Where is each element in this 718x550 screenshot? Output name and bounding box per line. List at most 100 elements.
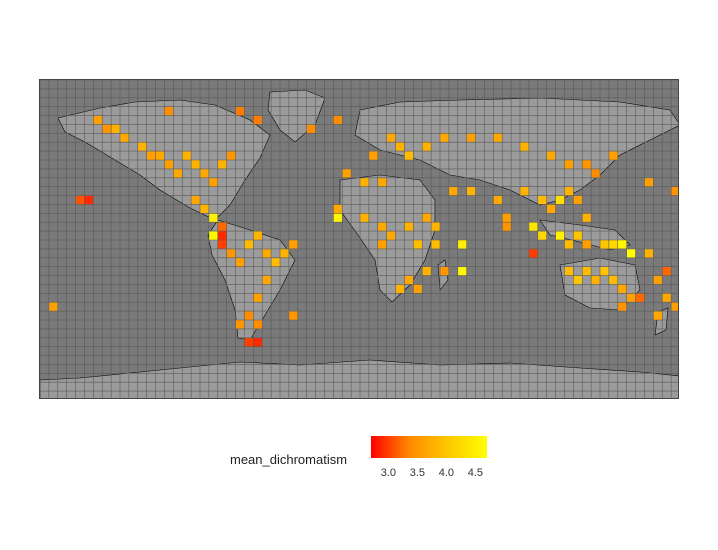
grid-cell [120, 133, 129, 143]
grid-cell [520, 142, 529, 152]
grid-layer [40, 80, 678, 398]
grid-cell [555, 195, 565, 205]
world-map-svg [40, 80, 678, 398]
grid-cell [377, 222, 387, 232]
grid-cell [271, 257, 280, 267]
grid-cell [608, 240, 618, 249]
grid-cell [466, 186, 476, 196]
grid-cell [431, 222, 440, 232]
grid-cell [253, 293, 263, 303]
legend-tick-mark [446, 458, 448, 462]
grid-cell [208, 231, 218, 240]
grid-cell [217, 160, 227, 169]
grid-cell [662, 266, 672, 276]
grid-cell [653, 311, 663, 320]
grid-cell [253, 337, 263, 347]
grid-cell [342, 168, 352, 178]
grid-cell [146, 151, 156, 160]
grid-cell [520, 186, 529, 196]
grid-cell [582, 240, 592, 249]
grid-cell [404, 151, 414, 160]
grid-cell [617, 302, 627, 312]
legend-colorbar [371, 436, 487, 458]
grid-cell [440, 266, 449, 276]
grid-cell [235, 106, 245, 116]
grid-cell [457, 266, 467, 276]
grid-cell [93, 115, 103, 125]
grid-cell [608, 151, 618, 160]
grid-cell [466, 133, 476, 143]
grid-cell [653, 275, 663, 285]
legend-tick-label: 3.5 [409, 467, 426, 479]
grid-cell [591, 275, 600, 285]
legend-title: mean_dichromatism [230, 452, 348, 467]
grid-cell [253, 320, 263, 329]
grid-cell [280, 248, 289, 258]
grid-cell [626, 293, 636, 303]
antarctica-landmass [40, 359, 678, 398]
grid-cell [333, 213, 343, 223]
grid-cell [253, 115, 263, 125]
grid-cell [493, 195, 503, 205]
grid-cell [404, 222, 414, 232]
grid-cell [440, 133, 449, 143]
grid-cell [244, 240, 254, 249]
legend-tick-label: 4.0 [438, 467, 455, 479]
grid-cell [235, 257, 245, 267]
grid-cell [262, 275, 272, 285]
grid-cell [102, 124, 112, 134]
grid-cell [600, 266, 609, 276]
grid-cell [235, 320, 245, 329]
grid-cell [582, 213, 592, 223]
grid-cell [591, 168, 600, 178]
grid-cell [582, 266, 592, 276]
grid-cell [555, 231, 565, 240]
grid-cell [84, 195, 94, 205]
grid-cell [573, 195, 583, 205]
world-map-panel [39, 79, 679, 399]
grid-cell [573, 231, 583, 240]
grid-cell [360, 177, 369, 187]
grid-cell [191, 160, 200, 169]
grid-cell [288, 311, 298, 320]
grid-cell [644, 177, 654, 187]
grid-cell [404, 275, 414, 285]
grid-cell [377, 177, 387, 187]
grid-cell [306, 124, 316, 134]
grid-cell [546, 151, 556, 160]
grid-cell [173, 168, 183, 178]
grid-cell [493, 133, 503, 143]
grid-cell [608, 275, 618, 285]
grid-cell [75, 195, 85, 205]
grid-cell [573, 275, 583, 285]
grid-cell [457, 240, 467, 249]
grid-cell [600, 240, 609, 249]
grid-cell [217, 240, 227, 249]
grid-cell [377, 240, 387, 249]
grid-cell [431, 240, 440, 249]
grid-cell [617, 240, 627, 249]
grid-cell [48, 302, 58, 312]
grid-cell [200, 204, 209, 214]
grid-cell [413, 240, 423, 249]
grid-cell [662, 293, 672, 303]
grid-cell [502, 222, 512, 232]
grid-cell [137, 142, 147, 152]
grid-cell [386, 133, 396, 143]
grid-cell [208, 177, 218, 187]
grid-cell [564, 240, 574, 249]
grid-cell [635, 293, 645, 303]
grid-cell [200, 168, 209, 178]
grid-cell [617, 284, 627, 294]
cells-layer [48, 106, 678, 347]
grid-cell [155, 151, 165, 160]
grid-cell [644, 248, 654, 258]
grid-cell [528, 248, 538, 258]
grid-cell [111, 124, 120, 134]
grid-cell [386, 231, 396, 240]
grid-cell [244, 337, 254, 347]
grid-cell [226, 151, 236, 160]
grid-cell [564, 186, 574, 196]
grid-cell [333, 115, 343, 125]
grid-cell [448, 186, 458, 196]
